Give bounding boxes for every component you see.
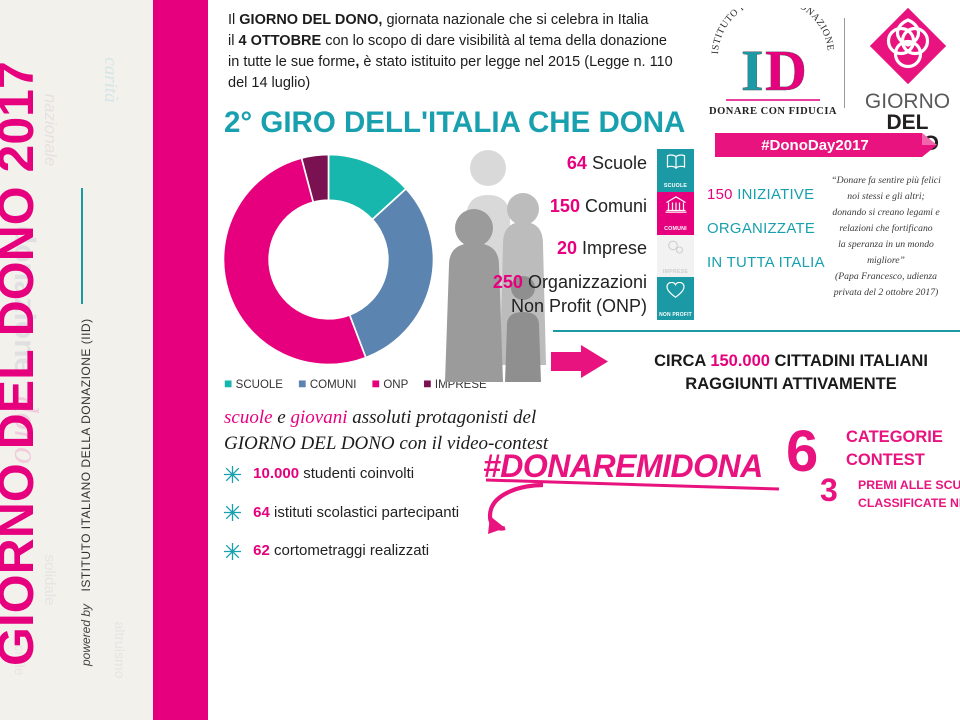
svg-text:#DonoDay2017: #DonoDay2017 (761, 137, 869, 154)
svg-text:carità: carità (100, 57, 121, 102)
svg-text:altruismo: altruismo (112, 622, 128, 679)
